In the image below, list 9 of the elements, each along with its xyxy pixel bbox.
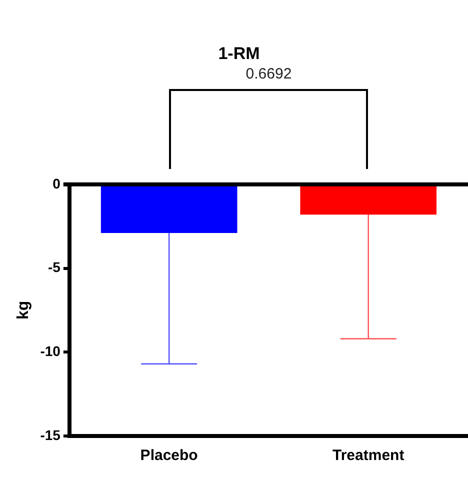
y-tick-label: -15	[40, 426, 61, 443]
y-tick-label: -5	[48, 259, 61, 276]
y-axis-title: kg	[15, 300, 32, 320]
y-tick-label: 0	[52, 175, 61, 192]
text: 0.6692	[246, 65, 292, 82]
chart-title: 1-RM	[218, 44, 260, 63]
x-tick-label: Treatment	[332, 447, 404, 464]
x-tick-label: Placebo	[140, 447, 198, 464]
y-tick-label: -10	[40, 342, 61, 359]
